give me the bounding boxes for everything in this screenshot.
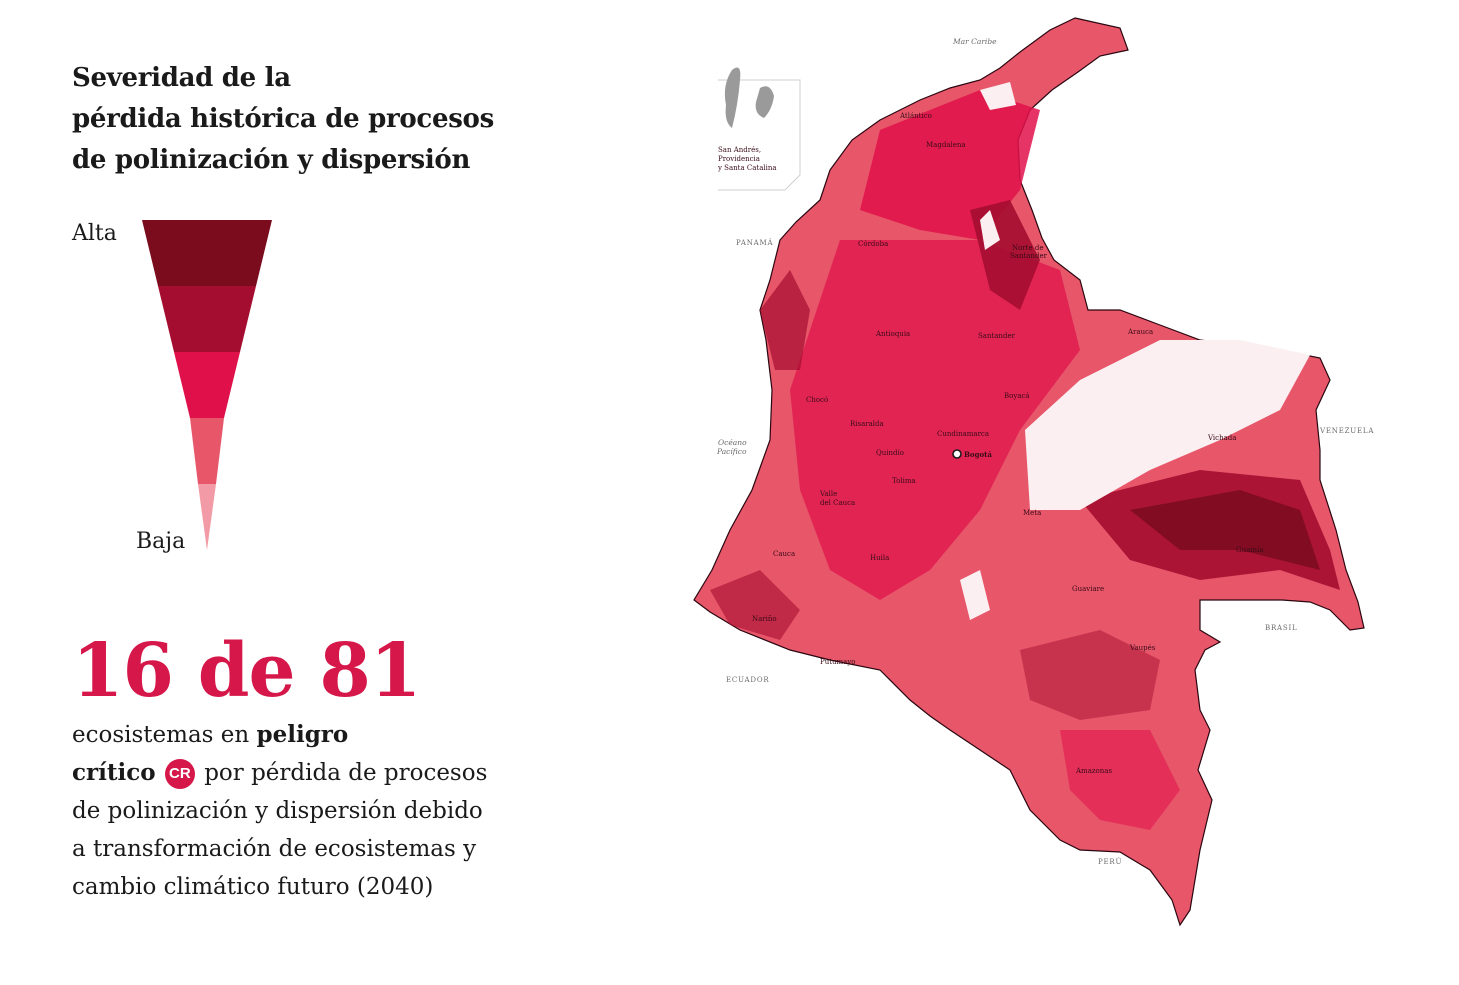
stat-line-3: de polinización y dispersión debido [72,798,483,824]
dept-bogota: Bogotá [964,450,992,459]
bogota-marker [952,449,962,459]
ocean-label-2: Pacífico [716,447,747,456]
inset-label-3: y Santa Catalina [717,164,777,172]
dept-guaviare: Guaviare [1072,585,1104,593]
dept-putumayo: Putumayo [820,658,856,666]
legend-band-2 [158,286,256,352]
country-label-ecuador: ECUADOR [726,676,769,684]
region-dark-pacific [760,270,810,370]
region-darkest-east [1130,490,1320,570]
legend-band-3 [174,352,240,418]
colombia-map: San Andrés, Providencia y Santa Catalina… [680,10,1380,940]
dept-santander: Santander [978,332,1016,340]
region-dark-south [710,570,800,640]
dept-magdalena: Magdalena [926,141,966,149]
stat-line-1-text: ecosistemas en [72,722,257,748]
legend-funnel [142,220,272,550]
severity-legend: Alta Baja [72,215,312,560]
dept-guainia: Guainía [1236,546,1263,554]
map-svg: San Andrés, Providencia y Santa Catalina… [693,17,1374,927]
sea-label: Mar Caribe [952,37,997,46]
inset-label-1: San Andrés, [718,146,761,154]
stat-description: ecosistemas en peligro crítico CR por pé… [72,716,542,906]
dept-quindio: Quindío [876,449,904,457]
dept-meta: Meta [1023,509,1041,517]
dept-risaralda: Risaralda [850,420,884,428]
legend-band-5 [198,484,216,550]
dept-amazonas: Amazonas [1075,767,1112,775]
inset-island-1 [724,67,741,128]
cr-badge: CR [164,759,195,789]
country-label-venezuela: VENEZUELA [1319,427,1374,435]
region-mid-north [860,90,1040,240]
dept-atlantico: Atlántico [899,112,932,120]
map-title: Severidad de la pérdida histórica de pro… [72,58,532,181]
dept-valle-1: Valle [819,490,837,498]
dept-vaupes: Vaupés [1129,644,1156,652]
dept-norte-santander-1: Norte de [1012,244,1044,252]
ocean-label-1: Océano [718,438,747,447]
stat-line-4: a transformación de ecosistemas y [72,836,477,862]
stat-emphasis-peligro: peligro [256,721,349,748]
country-label-peru: PERÚ [1098,857,1122,866]
dept-huila: Huila [870,554,889,562]
region-mid-amazon [1060,730,1180,830]
region-white-north [980,82,1016,110]
dept-arauca: Arauca [1127,328,1153,336]
stat-line-2-text: por pérdida de procesos [196,760,488,786]
dept-valle-2: del Cauca [820,499,855,507]
dept-norte-santander-2: Santander [1010,252,1048,260]
dept-cauca: Cauca [773,550,795,558]
inset-frame [718,79,801,191]
country-label-panama: PANAMÁ [736,238,773,247]
dept-narino: Nariño [752,615,777,623]
legend-band-4 [190,418,224,484]
country-label-brasil: BRASIL [1265,624,1297,632]
dept-cordoba: Córdoba [858,240,888,248]
region-white-andes-2 [960,570,990,620]
dept-vichada: Vichada [1207,434,1236,442]
region-white-andes-1 [980,210,1000,250]
region-light-llanos [1025,340,1310,510]
inset-island-2 [755,86,774,118]
dept-tolima: Tolima [892,477,916,485]
inset-label-2: Providencia [718,155,760,163]
stat-line-1: ecosistemas en peligro [72,716,542,754]
stat-line-2: crítico CR por pérdida de procesos [72,754,542,792]
dept-antioquia: Antioquia [875,330,910,338]
title-line-1: Severidad de la [72,63,291,93]
stat-line-5: cambio climático futuro (2040) [72,874,434,900]
dept-choco: Chocó [806,396,828,404]
title-line-2: pérdida histórica de procesos [72,104,494,134]
legend-band-1 [142,220,272,286]
stat-emphasis-critico: crítico [72,759,156,786]
title-line-3: de polinización y dispersión [72,145,471,175]
region-mid-andes [790,240,1080,600]
dept-cundinamarca: Cundinamarca [937,430,989,438]
stat-number: 16 de 81 [72,628,421,714]
dept-boyaca: Boyacá [1004,392,1030,400]
legend-high-label: Alta [72,221,117,246]
region-dark-amazon [1020,630,1160,720]
legend-low-label: Baja [136,529,186,554]
